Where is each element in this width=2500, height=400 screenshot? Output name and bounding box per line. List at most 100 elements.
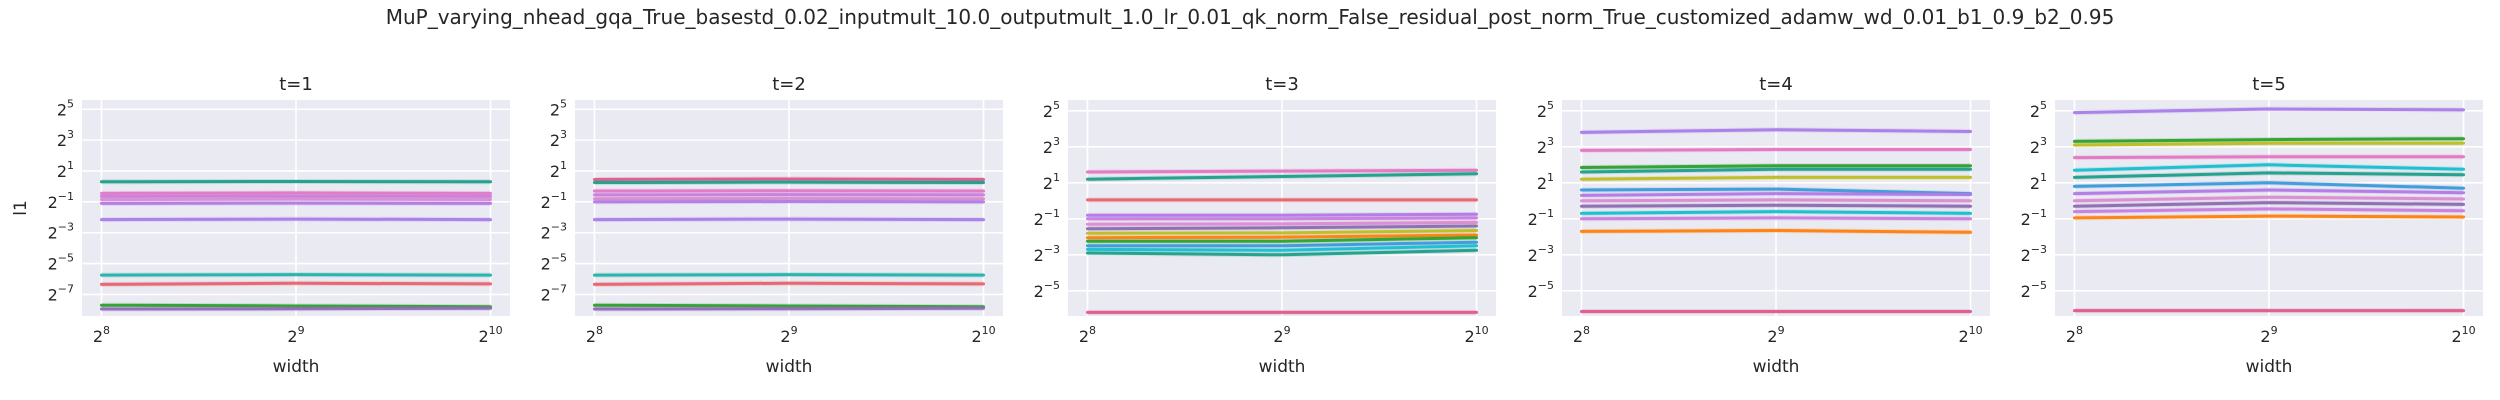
y-tick-label-base: 2 — [1537, 138, 1547, 157]
x-tick-label: 210 — [1958, 324, 1982, 346]
y-tick-label-base: 2 — [1043, 174, 1053, 193]
y-tick-label: 25 — [57, 97, 74, 119]
y-tick-label: 2−5 — [1034, 279, 1060, 301]
y-tick-label: 2−3 — [1034, 243, 1060, 265]
subplot-title: t=5 — [2252, 74, 2286, 95]
y-tick-label-base: 2 — [541, 285, 551, 304]
series-line — [2072, 137, 2466, 143]
y-tick-label: 21 — [1043, 171, 1060, 193]
y-tick-label-base: 2 — [57, 162, 67, 181]
series-line — [1085, 248, 1479, 257]
x-tick-label: 210 — [478, 324, 502, 346]
series-line — [592, 281, 986, 286]
series-line — [1085, 244, 1479, 252]
x-tick-label-exponent: 8 — [1089, 324, 1096, 337]
x-tick-label-base: 2 — [780, 327, 790, 346]
y-tick-label-base: 2 — [1034, 210, 1044, 229]
y-tick-label-base: 2 — [541, 255, 551, 274]
x-tick-label-exponent: 9 — [298, 324, 305, 337]
y-tick-label-base: 2 — [1537, 102, 1547, 121]
x-axis-label: width — [273, 357, 320, 377]
y-tick-label-exponent: 5 — [1053, 99, 1060, 112]
series-line — [1085, 172, 1479, 181]
series-line — [2072, 141, 2466, 147]
subplot-title: t=1 — [279, 74, 313, 95]
y-tick-label-exponent: −5 — [58, 252, 74, 265]
x-axis-label: width — [2246, 357, 2293, 377]
y-tick-label-exponent: 3 — [1053, 135, 1060, 148]
y-tick-label-exponent: −1 — [1044, 207, 1060, 220]
y-tick-label-exponent: −3 — [1538, 243, 1554, 256]
series-line — [1579, 198, 1973, 203]
x-tick-label: 28 — [2066, 324, 2083, 346]
x-tick-label-exponent: 9 — [1778, 324, 1785, 337]
y-tick-label-base: 2 — [1034, 282, 1044, 301]
y-tick-label-exponent: 3 — [67, 128, 74, 141]
y-tick-label-base: 2 — [1528, 246, 1538, 265]
y-tick-label-exponent: −1 — [58, 190, 74, 203]
x-tick-label-base: 2 — [586, 327, 596, 346]
y-tick-label-exponent: 5 — [2040, 99, 2047, 112]
y-tick-label: 25 — [1537, 99, 1554, 121]
x-tick-label-base: 2 — [2260, 327, 2270, 346]
y-tick-label: 21 — [2030, 171, 2047, 193]
x-axis-label: width — [1753, 357, 1800, 377]
y-tick-label-exponent: −1 — [1538, 207, 1554, 220]
y-tick-label-exponent: −3 — [2031, 243, 2047, 256]
y-tick-label-base: 2 — [48, 255, 58, 274]
y-tick-label-base: 2 — [1034, 246, 1044, 265]
series-line — [2072, 107, 2466, 115]
y-tick-label-exponent: 1 — [560, 159, 567, 172]
y-tick-label-exponent: 1 — [67, 159, 74, 172]
figure-title: MuP_varying_nhead_gqa_True_basestd_0.02_… — [386, 5, 2115, 29]
y-tick-label: 2−5 — [541, 252, 567, 274]
series-line — [2072, 181, 2466, 190]
series-line — [2072, 201, 2466, 208]
y-tick-label-exponent: 5 — [560, 97, 567, 110]
y-tick-label-base: 2 — [57, 131, 67, 150]
y-tick-label-base: 2 — [1537, 174, 1547, 193]
x-tick-label: 210 — [2451, 324, 2475, 346]
y-tick-label-exponent: −7 — [551, 282, 567, 295]
series-line — [2072, 171, 2466, 179]
x-tick-label-base: 2 — [478, 327, 488, 346]
y-tick-label-base: 2 — [1528, 210, 1538, 229]
y-tick-label: 21 — [1537, 171, 1554, 193]
y-tick-label-base: 2 — [1043, 138, 1053, 157]
series-line — [99, 303, 493, 309]
y-axis-label: l1 — [11, 200, 31, 216]
y-tick-label: 2−1 — [1034, 207, 1060, 229]
series-line — [1579, 228, 1973, 234]
x-tick-label-base: 2 — [1573, 327, 1583, 346]
x-tick-label: 29 — [1767, 324, 1784, 346]
y-tick-label: 23 — [57, 128, 74, 150]
y-tick-label: 2−1 — [1528, 207, 1554, 229]
series-line — [2072, 214, 2466, 220]
series-line — [99, 281, 493, 286]
y-tick-label-base: 2 — [550, 100, 560, 119]
y-tick-label: 25 — [550, 97, 567, 119]
y-tick-label: 2−3 — [48, 221, 74, 243]
y-tick-label-exponent: 3 — [1547, 135, 1554, 148]
y-tick-label-exponent: −7 — [58, 282, 74, 295]
series-line — [1579, 216, 1973, 221]
y-tick-label: 25 — [1043, 99, 1060, 121]
x-tick-label: 28 — [1573, 324, 1590, 346]
x-tick-label-exponent: 10 — [2462, 324, 2476, 337]
y-tick-label-exponent: −5 — [1044, 279, 1060, 292]
y-tick-label-exponent: −5 — [551, 252, 567, 265]
y-tick-label: 23 — [2030, 135, 2047, 157]
x-tick-label-exponent: 9 — [2271, 324, 2278, 337]
x-tick-label-exponent: 10 — [982, 324, 996, 337]
series-line — [592, 303, 986, 309]
y-tick-label: 23 — [550, 128, 567, 150]
series-line — [1085, 224, 1479, 231]
series-line — [2072, 155, 2466, 160]
series-line — [1085, 233, 1479, 240]
y-tick-label-exponent: 1 — [2040, 171, 2047, 184]
y-tick-label-base: 2 — [2030, 174, 2040, 193]
x-tick-label-base: 2 — [93, 327, 103, 346]
y-tick-label-exponent: −1 — [2031, 207, 2047, 220]
